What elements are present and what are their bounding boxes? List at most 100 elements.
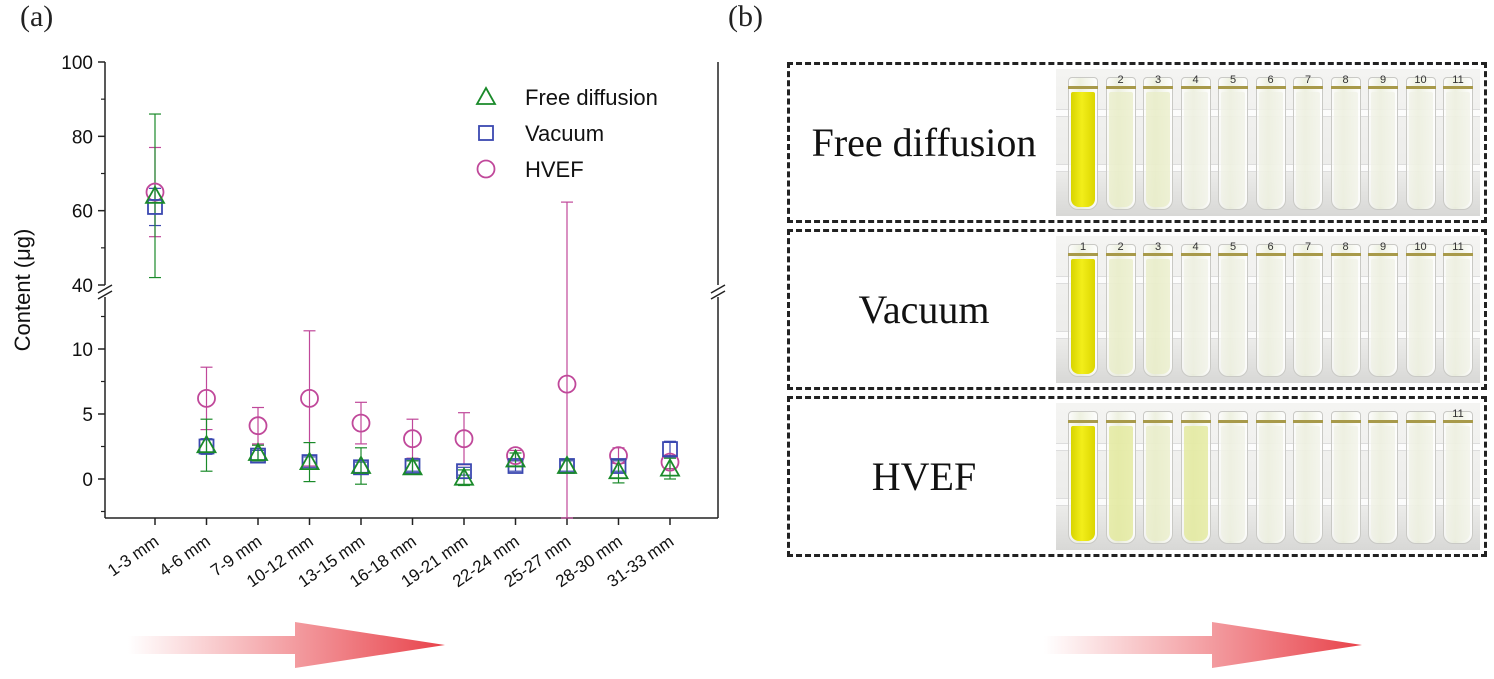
photo-panel-hvef: HVEF 11 <box>787 396 1487 557</box>
tube-liquid <box>1408 92 1433 207</box>
y-axis-label: Content (μg) <box>10 229 35 352</box>
tube-cap-ring <box>1143 253 1173 256</box>
point-circle <box>248 416 268 436</box>
tube-cap-ring <box>1443 420 1473 423</box>
panel-label-b: (b) <box>728 0 763 33</box>
tube-liquid <box>1258 426 1283 541</box>
tube-liquid <box>1296 426 1320 541</box>
test-tube <box>1218 411 1248 544</box>
tube-cap-ring <box>1443 253 1473 256</box>
tube-number: 1 <box>1079 241 1087 253</box>
point-triangle <box>453 466 475 486</box>
test-tube <box>1330 411 1361 544</box>
tube-liquid <box>1221 259 1245 374</box>
tube-liquid <box>1183 92 1208 207</box>
point-triangle <box>607 460 630 480</box>
test-tube: 3 <box>1143 74 1173 210</box>
tube-number: 11 <box>1452 408 1464 420</box>
tube-cap-ring <box>1218 253 1248 256</box>
point-triangle <box>298 451 321 470</box>
point-triangle <box>401 456 424 476</box>
y-tick-label: 60 <box>72 202 93 223</box>
x-tick-label: 1-3 mm <box>104 532 162 581</box>
test-tube: 10 <box>1405 74 1436 210</box>
tube-liquid <box>1258 92 1283 207</box>
point-circle <box>300 388 319 408</box>
axis-break-mark <box>710 290 726 300</box>
tube-number: 4 <box>1192 241 1199 253</box>
axis-break-mark <box>710 284 726 294</box>
tube-liquid <box>1071 259 1095 374</box>
tube-liquid <box>1296 259 1320 374</box>
tube-cap-ring <box>1105 420 1136 423</box>
tube-cap-ring <box>1105 86 1136 89</box>
tube-cap-ring <box>1405 253 1436 256</box>
point-circle <box>660 452 680 472</box>
test-tube: 8 <box>1330 74 1361 210</box>
test-tube: 2 <box>1105 74 1136 210</box>
point-circle <box>454 429 474 449</box>
tube-liquid <box>1146 92 1170 207</box>
tube-liquid <box>1108 92 1133 207</box>
tube-number: 11 <box>1452 74 1464 86</box>
tube-number: 7 <box>1304 241 1312 253</box>
tube-liquid <box>1146 259 1170 374</box>
x-tick-label: 4-6 mm <box>156 532 214 581</box>
y-tick-label: 80 <box>72 127 93 148</box>
tube-number: 7 <box>1304 74 1312 86</box>
test-tube <box>1293 411 1323 544</box>
tube-liquid <box>1221 92 1245 207</box>
photo-panel-free-diffusion: Free diffusion 2 3 4 5 6 7 8 9 10 11 <box>787 62 1487 223</box>
axis-break-mark <box>97 284 113 294</box>
tube-cap-ring <box>1293 86 1323 89</box>
test-tube: 7 <box>1293 74 1323 210</box>
tube-liquid <box>1183 259 1208 374</box>
point-triangle <box>195 434 218 454</box>
tube-cap-ring <box>1218 86 1248 89</box>
test-tube <box>1405 411 1436 544</box>
tube-cap-ring <box>1180 420 1211 423</box>
tube-number: 6 <box>1267 241 1274 253</box>
panel-label-a: (a) <box>20 0 54 33</box>
point-triangle <box>350 455 372 474</box>
test-tube: 4 <box>1180 241 1211 377</box>
tube-liquid <box>1071 92 1095 207</box>
tube-cap-ring <box>1068 253 1098 256</box>
tube-cap-ring <box>1405 86 1436 89</box>
tube-liquid <box>1333 259 1358 374</box>
point-circle <box>506 446 525 466</box>
tube-liquid <box>1183 426 1208 541</box>
tube-liquid <box>1446 259 1470 374</box>
tube-number: 3 <box>1154 74 1162 86</box>
tube-number: 11 <box>1452 241 1464 253</box>
tube-cap-ring <box>1143 420 1173 423</box>
test-tube: 6 <box>1255 74 1286 210</box>
test-tube: 7 <box>1293 241 1323 377</box>
tube-cap-ring <box>1330 420 1361 423</box>
point-circle <box>609 446 628 466</box>
tube-liquid <box>1146 426 1170 541</box>
y-tick-label: 40 <box>72 276 93 297</box>
test-tube: 3 <box>1143 241 1173 377</box>
tube-cap-ring <box>1443 86 1473 89</box>
test-tube: 9 <box>1368 74 1398 210</box>
test-tube: 11 <box>1443 74 1473 210</box>
tube-cap-ring <box>1255 420 1286 423</box>
test-tube: 11 <box>1443 408 1473 544</box>
point-square <box>662 441 678 458</box>
tube-number: 5 <box>1229 241 1237 253</box>
tube-number: 10 <box>1414 74 1427 86</box>
tube-number: 2 <box>1117 241 1124 253</box>
tube-number: 6 <box>1267 74 1274 86</box>
test-tube: 1 <box>1068 241 1098 377</box>
tube-cap-ring <box>1368 86 1398 89</box>
tube-liquid <box>1258 259 1283 374</box>
test-tube: 5 <box>1218 74 1248 210</box>
photo-label-free-diffusion: Free diffusion <box>811 120 1037 165</box>
point-square <box>610 458 627 474</box>
tube-cap-ring <box>1068 420 1098 423</box>
test-tube: 11 <box>1443 241 1473 377</box>
point-square <box>456 463 472 480</box>
tube-liquid <box>1221 426 1245 541</box>
legend-label: Vacuum <box>525 121 604 146</box>
